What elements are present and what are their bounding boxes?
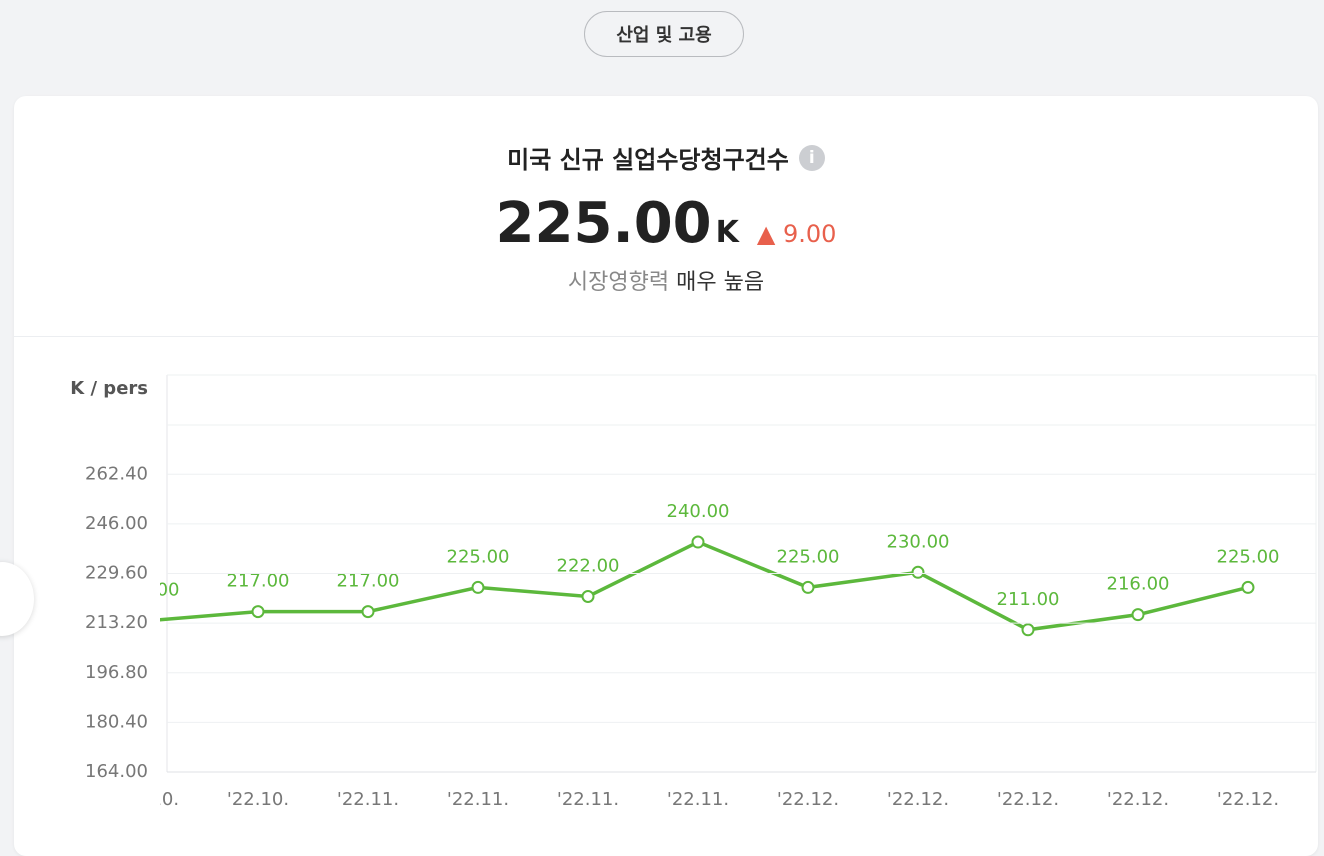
data-label: 211.00 (997, 589, 1060, 610)
data-label: 214.00 (117, 580, 180, 601)
data-label: 216.00 (1107, 574, 1170, 595)
card: 미국 신규 실업수당청구건수 i 225.00 K ▲ 9.00 시장영향력 매우… (14, 96, 1318, 856)
change: ▲ 9.00 (756, 220, 837, 248)
title-row: 미국 신규 실업수당청구건수 i (14, 96, 1318, 175)
y-tick-label: 229.60 (85, 563, 148, 584)
x-tick-label: '22.12. (997, 789, 1059, 810)
data-point (1241, 580, 1255, 594)
data-point (911, 565, 925, 579)
data-point (581, 589, 595, 603)
x-tick-label: '22.12. (777, 789, 839, 810)
data-point (471, 580, 485, 594)
impact-value: 매우 높음 (676, 270, 765, 295)
value-row: 225.00 K ▲ 9.00 (14, 191, 1318, 256)
plot: '22.10. '22.10. '22.11. '22.11. '22.11. '22.1… (117, 501, 1280, 810)
data-label: 225.00 (777, 546, 840, 567)
y-tick-label: 164.00 (85, 761, 148, 782)
data-label: 240.00 (667, 501, 730, 522)
data-label: 222.00 (557, 555, 620, 576)
unit: K (715, 215, 739, 250)
data-point (361, 605, 375, 619)
page: 산업 및 고용 미국 신규 실업수당청구건수 i 225.00 K ▲ 9.00 … (0, 11, 1318, 856)
value: 225.00 (495, 191, 712, 256)
data-label: 230.00 (887, 531, 950, 552)
y-tick-label: 262.40 (85, 463, 148, 484)
data-line (160, 540, 1249, 632)
y-unit: K / pers (70, 378, 148, 399)
info-icon[interactable]: i (798, 144, 825, 171)
header: 미국 신규 실업수당청구건수 i 225.00 K ▲ 9.00 시장영향력 매우… (14, 96, 1318, 337)
data-label: 225.00 (1217, 546, 1280, 567)
x-tick-label: '22.11. (337, 789, 399, 810)
data-label: 217.00 (227, 571, 290, 592)
data-point (251, 605, 265, 619)
y-tick-label: 196.80 (85, 662, 148, 683)
data-point (801, 580, 815, 594)
x-tick-label: '22.12. (1107, 789, 1169, 810)
change-value: 9.00 (783, 220, 837, 248)
data-point (1021, 623, 1035, 637)
y-tick-label: 213.20 (85, 612, 148, 633)
impact: 시장영향력 매우 높음 (14, 264, 1318, 296)
x-tick-label: '22.12. (887, 789, 949, 810)
data-label: 217.00 (337, 571, 400, 592)
title: 미국 신규 실업수당청구건수 (507, 146, 789, 174)
impact-label: 시장영향력 (567, 270, 670, 295)
y-tick-label: 180.40 (85, 711, 148, 732)
x-tick-label: '22.12. (1217, 789, 1279, 810)
y-tick-label: 246.00 (85, 513, 148, 534)
chart: K / pers '22.10. '22.10. '22.11. '22.11. '22… (70, 374, 1317, 810)
data-label: 225.00 (447, 546, 510, 567)
x-tick-label: '22.10. (117, 789, 179, 810)
x-tick-label: '22.10. (227, 789, 289, 810)
data-point (1131, 608, 1145, 622)
x-tick-label: '22.11. (557, 789, 619, 810)
category-button[interactable]: 산업 및 고용 (584, 11, 744, 57)
x-tick-label: '22.11. (447, 789, 509, 810)
data-point (691, 535, 705, 549)
x-tick-label: '22.11. (667, 789, 729, 810)
